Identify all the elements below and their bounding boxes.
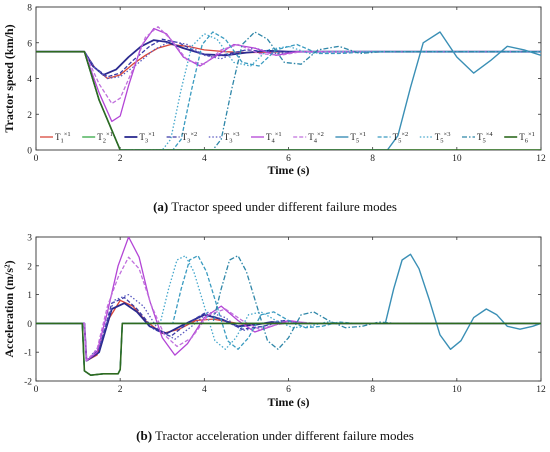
legend-label: T3×2 [182, 131, 198, 145]
x-tick-label: 4 [202, 154, 207, 164]
series-group [36, 237, 541, 377]
legend-label: T1×1 [55, 131, 71, 145]
x-tick-label: 12 [536, 154, 546, 164]
legend-item: T5×1 [335, 131, 366, 145]
series-line [36, 255, 541, 376]
legend: T1×1 T2×1 T3×1 T3×2 T3×3 T4×1 T4×2 T5×1 T5×2 T5×3… [40, 131, 535, 145]
y-tick-label: 3 [27, 234, 32, 244]
legend-label: T5×4 [477, 131, 493, 145]
legend-label: T5×2 [393, 131, 409, 145]
y-tick-label: 8 [27, 4, 32, 14]
legend-label: T5×1 [350, 131, 366, 145]
y-tick-label: 2 [27, 111, 32, 121]
legend-item: T2×1 [82, 131, 113, 145]
x-axis-label: Time (s) [267, 395, 309, 409]
legend-label: T3×3 [224, 131, 240, 145]
x-tick-label: 6 [286, 385, 291, 395]
legend-item: T4×1 [251, 131, 282, 145]
legend-label: T4×1 [266, 131, 282, 145]
legend-item: T5×2 [377, 131, 409, 145]
series-line [36, 33, 541, 150]
series-line [36, 50, 541, 150]
legend-item: T5×3 [419, 131, 451, 145]
x-tick-label: 2 [118, 385, 123, 395]
y-tick-label: 2 [27, 262, 32, 272]
caption-a: (a) Tractor speed under different failur… [153, 199, 397, 214]
x-tick-label: 10 [452, 154, 462, 164]
legend-item: T4×2 [293, 131, 324, 145]
x-tick-label: 2 [118, 154, 123, 164]
series-line [36, 322, 541, 377]
speed-chart: 0 2 4 6 8 10 12 0 2 4 6 8 Time (s) Tractor speed (km/… [2, 4, 546, 178]
legend-item: T3×2 [166, 131, 198, 145]
caption-b: (b) Tractor acceleration under different… [136, 428, 414, 443]
x-axis-label: Time (s) [267, 163, 309, 177]
x-tick-label: 0 [34, 385, 39, 395]
legend-item: T3×3 [208, 131, 240, 145]
legend-label: T5×3 [435, 131, 451, 145]
x-tick-label: 6 [286, 154, 291, 164]
series-group [36, 26, 541, 150]
x-tick-label: 10 [452, 385, 462, 395]
legend-label: T4×2 [308, 131, 324, 145]
y-axis-label: Tractor speed (km/h) [2, 24, 16, 132]
legend-item: T6×1 [504, 131, 535, 145]
legend-label: T6×1 [519, 131, 535, 145]
legend-item: T5×4 [462, 131, 493, 145]
x-tick-label: 8 [370, 385, 375, 395]
legend-label: T2×1 [97, 131, 113, 145]
plot-area [35, 6, 542, 151]
legend-item: T3×1 [124, 131, 155, 145]
legend-label: T3×1 [139, 131, 155, 145]
y-tick-label: -2 [24, 378, 32, 388]
y-tick-label: 6 [27, 39, 32, 49]
x-tick-label: 12 [536, 385, 546, 395]
y-tick-label: 4 [27, 75, 32, 85]
y-tick-label: -1 [24, 349, 32, 359]
x-tick-label: 4 [202, 385, 207, 395]
y-tick-label: 0 [27, 147, 32, 157]
y-tick-label: 0 [27, 320, 32, 330]
x-tick-label: 8 [370, 154, 375, 164]
series-line [36, 31, 541, 150]
y-axis-label: Acceleration (m/s²) [2, 260, 16, 357]
y-tick-label: 1 [27, 291, 32, 301]
x-tick-label: 0 [34, 154, 39, 164]
legend-item: T1×1 [40, 131, 71, 145]
